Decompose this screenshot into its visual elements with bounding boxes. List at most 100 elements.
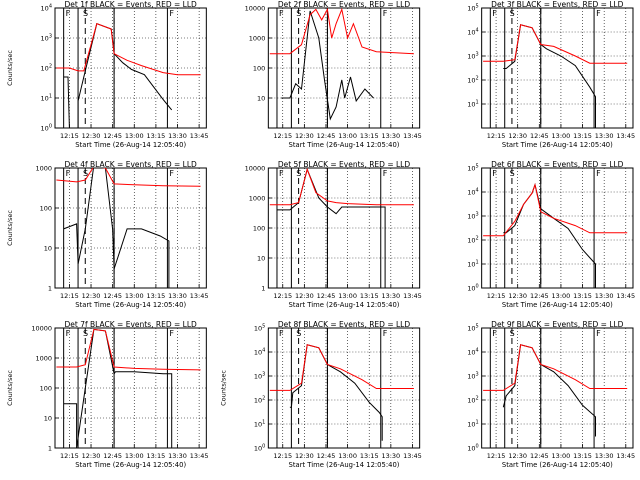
chart-title: Det 3f BLACK = Events, RED = LLD	[491, 0, 624, 9]
chart-panel-det-5f: 12:15 12:30 12:45 13:00 13:15 13:30 13:45 1 10 10…	[245, 160, 422, 309]
y-tick-label: 101	[41, 94, 52, 103]
y-tick-label: 104	[467, 28, 478, 37]
y-tick-label: 105	[467, 324, 478, 333]
x-axis-label: Start Time (26-Aug-14 12:05:40)	[289, 141, 400, 149]
y-tick-label: 105	[254, 324, 265, 333]
x-tick-label: 13:30	[168, 132, 187, 140]
y-tick-label-base: 10	[41, 65, 49, 73]
y-tick-label: 100	[40, 205, 52, 213]
y-tick-label-base: 10	[467, 285, 475, 293]
y-tick-label: 1	[48, 445, 52, 453]
chart-title: Det 9f BLACK = Events, RED = LLD	[491, 320, 624, 329]
y-tick-label: 10	[44, 245, 52, 253]
x-tick-label: 13:00	[552, 132, 571, 140]
y-tick-label-base: 10	[254, 421, 262, 429]
x-tick-label: 12:15	[273, 452, 292, 460]
series-lld-red-line	[56, 168, 201, 187]
region-label: F	[169, 9, 174, 18]
y-tick-label-base: 10	[467, 101, 475, 109]
x-tick-label: 13:45	[190, 292, 209, 300]
x-tick-label: 13:15	[360, 452, 379, 460]
chart-title: Det 2f BLACK = Events, RED = LLD	[278, 0, 411, 9]
region-label: F	[169, 169, 174, 178]
series-events-black-line	[277, 168, 386, 288]
region-label: S	[296, 169, 301, 178]
y-tick-label: 103	[41, 34, 52, 43]
chart-title: Det 7f BLACK = Events, RED = LLD	[65, 320, 198, 329]
y-tick-label: 1	[48, 285, 52, 293]
y-tick-label: 10000	[245, 165, 266, 173]
x-tick-label: 13:45	[190, 132, 209, 140]
series-lld-red-line	[483, 182, 628, 237]
plot-frame	[54, 167, 207, 289]
x-tick-label: 12:30	[82, 452, 101, 460]
y-tick-label: 1000	[249, 35, 266, 43]
y-tick-label: 101	[467, 420, 478, 429]
x-tick-label: 13:00	[552, 452, 571, 460]
y-tick-label-base: 10	[254, 397, 262, 405]
series-lld-red-line	[269, 8, 414, 55]
y-tick-label: 1000	[249, 195, 266, 203]
x-tick-label: 13:00	[338, 452, 357, 460]
region-label: F	[596, 169, 601, 178]
x-tick-label: 13:15	[360, 292, 379, 300]
y-tick-label: 102	[41, 64, 52, 73]
region-label: S	[296, 9, 301, 18]
region-label: F	[279, 329, 284, 338]
x-tick-label: 12:15	[60, 452, 79, 460]
x-tick-label: 12:15	[273, 132, 292, 140]
x-tick-label: 13:15	[360, 132, 379, 140]
x-tick-label: 12:15	[273, 292, 292, 300]
series-events-black-line	[281, 10, 374, 121]
series-lld-red-line	[56, 328, 201, 371]
y-axis-label: Counts/sec	[219, 370, 227, 406]
y-tick-label: 100	[254, 444, 265, 453]
region-label: F	[383, 169, 388, 178]
chart-panel-det-9f: 12:15 12:30 12:45 13:00 13:15 13:30 13:4510010…	[467, 320, 635, 469]
x-tick-label: 13:30	[168, 452, 187, 460]
x-axis-label: Start Time (26-Aug-14 12:05:40)	[75, 141, 186, 149]
x-tick-label: 13:00	[338, 292, 357, 300]
y-tick-label: 10000	[31, 325, 52, 333]
y-tick-label-base: 10	[254, 445, 262, 453]
y-tick-label: 104	[41, 4, 52, 13]
y-tick-label: 103	[467, 372, 478, 381]
y-tick-label: 1000	[35, 165, 52, 173]
chart-panel-det-7f: 12:15 12:30 12:45 13:00 13:15 13:30 13:45 1 10 10…	[6, 320, 208, 469]
y-tick-label-base: 10	[467, 373, 475, 381]
y-axis-label: Counts/sec	[6, 50, 14, 86]
y-tick-label-base: 10	[254, 373, 262, 381]
x-tick-label: 13:30	[381, 452, 400, 460]
x-axis-label: Start Time (26-Aug-14 12:05:40)	[502, 301, 613, 309]
x-tick-label: 13:15	[147, 292, 166, 300]
y-tick-label-base: 10	[467, 445, 475, 453]
y-tick-label: 102	[467, 236, 478, 245]
region-label: S	[296, 329, 301, 338]
x-tick-label: 13:45	[616, 292, 635, 300]
chart-panel-det-3f: 12:15 12:30 12:45 13:00 13:15 13:30 13:4510110…	[467, 0, 635, 149]
y-tick-label: 103	[254, 372, 265, 381]
x-tick-label: 12:45	[317, 132, 336, 140]
region-label: F	[492, 9, 497, 18]
region-label: F	[492, 329, 497, 338]
y-tick-label: 100	[467, 284, 478, 293]
y-tick-label: 100	[40, 385, 52, 393]
x-tick-label: 13:15	[573, 132, 592, 140]
x-tick-label: 12:30	[295, 292, 314, 300]
region-label: S	[83, 329, 88, 338]
x-axis-label: Start Time (26-Aug-14 12:05:40)	[75, 301, 186, 309]
y-tick-label: 100	[467, 444, 478, 453]
chart-panel-det-8f: 12:15 12:30 12:45 13:00 13:15 13:30 13:4510010…	[219, 320, 421, 469]
y-tick-label-base: 10	[467, 213, 475, 221]
chart-title: Det 8f BLACK = Events, RED = LLD	[278, 320, 411, 329]
y-tick-label-base: 10	[41, 95, 49, 103]
y-tick-label-base: 10	[467, 325, 475, 333]
x-tick-label: 13:00	[338, 132, 357, 140]
series-events-black-line	[503, 24, 596, 128]
chart-panel-det-4f: 12:15 12:30 12:45 13:00 13:15 13:30 13:45 1 10 10…	[6, 160, 208, 309]
x-tick-label: 12:15	[60, 132, 79, 140]
region-label: F	[66, 9, 71, 18]
x-tick-label: 13:00	[552, 292, 571, 300]
x-tick-label: 13:15	[573, 452, 592, 460]
x-tick-label: 13:45	[403, 132, 422, 140]
